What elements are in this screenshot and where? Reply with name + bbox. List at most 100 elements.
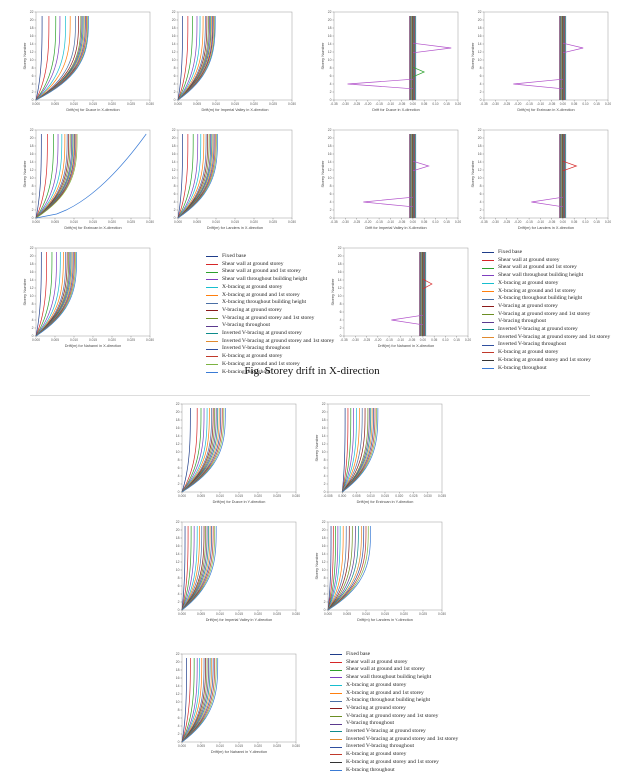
x-tick-label: 0.015 bbox=[235, 494, 243, 498]
legend-entry: K-bracing throughout bbox=[482, 365, 610, 373]
plot-area: 0.000 0.005 0.010 0.015 0.020 0.025 0.030 0 2 4 6 8… bbox=[22, 246, 154, 348]
series-line bbox=[181, 658, 216, 743]
y-tick-label: 8 bbox=[480, 184, 482, 188]
y-tick-label: 22 bbox=[338, 246, 342, 250]
series-line bbox=[35, 252, 72, 337]
y-tick-label: 10 bbox=[338, 294, 342, 298]
legend-swatch bbox=[330, 754, 342, 756]
x-tick-label: 0.20 bbox=[455, 102, 461, 106]
y-tick-label: 22 bbox=[172, 10, 176, 14]
y-tick-label: 0 bbox=[174, 98, 176, 102]
x-tick-label: 0.010 bbox=[212, 220, 220, 224]
y-tick-label: 6 bbox=[178, 466, 180, 470]
y-tick-label: 10 bbox=[30, 58, 34, 62]
series-line bbox=[35, 16, 43, 101]
series-line bbox=[181, 658, 214, 743]
plot-area: 0.000 0.005 0.010 0.015 0.020 0.025 0.030 0 2 4 6 8… bbox=[176, 652, 300, 754]
y-tick-label: 4 bbox=[480, 82, 482, 86]
legend-swatch bbox=[330, 677, 342, 679]
series-line bbox=[35, 16, 79, 101]
legend-entry: Shear wall throughout building height bbox=[330, 674, 458, 682]
y-tick-label: 22 bbox=[30, 10, 34, 14]
series-line bbox=[181, 658, 205, 743]
x-tick-label: 0.010 bbox=[216, 744, 224, 748]
x-tick-label: 0.10 bbox=[442, 338, 448, 342]
y-tick-label: 8 bbox=[178, 458, 180, 462]
legend-entry: Shear wall at ground and 1st storey bbox=[330, 666, 458, 674]
y-tick-label: 6 bbox=[324, 466, 326, 470]
x-tick-label: -0.15 bbox=[375, 102, 382, 106]
y-tick-label: 6 bbox=[178, 584, 180, 588]
y-tick-label: 22 bbox=[176, 402, 180, 406]
x-tick-label: 0.030 bbox=[438, 612, 446, 616]
legend-swatch bbox=[206, 356, 218, 358]
series-line bbox=[181, 658, 191, 743]
y-tick-label: 2 bbox=[178, 482, 180, 486]
series-line bbox=[177, 134, 215, 219]
legend-swatch bbox=[482, 344, 494, 346]
y-tick-label: 20 bbox=[322, 410, 326, 414]
series-line bbox=[181, 526, 208, 611]
plot-frame bbox=[181, 521, 297, 611]
x-tick-label: 0.00 bbox=[410, 220, 416, 224]
y-tick-label: 16 bbox=[176, 426, 180, 430]
x-axis-label: Drift(m) for Landers in X-direction bbox=[518, 226, 574, 230]
x-tick-label: -0.20 bbox=[514, 220, 521, 224]
legend-label: V-bracing throughout bbox=[346, 720, 395, 727]
series-line bbox=[177, 134, 214, 219]
series-line bbox=[35, 134, 73, 219]
legend-x-direction: Fixed base Shear wall at ground storey She… bbox=[206, 253, 334, 376]
plot-frame bbox=[327, 403, 443, 493]
series-line bbox=[327, 526, 339, 611]
x-tick-label: 0.035 bbox=[438, 494, 446, 498]
legend-entry: K-bracing throughout bbox=[206, 369, 334, 377]
x-tick-label: -0.15 bbox=[525, 102, 532, 106]
x-tick-label: -0.20 bbox=[364, 220, 371, 224]
x-tick-label: 0.000 bbox=[174, 220, 182, 224]
series-line bbox=[177, 16, 183, 101]
series-line bbox=[35, 134, 66, 219]
legend-label: K-bracing throughout bbox=[498, 364, 547, 371]
y-tick-label: 10 bbox=[172, 176, 176, 180]
legend-label: Shear wall at ground and 1st storey bbox=[346, 666, 425, 673]
y-tick-label: 12 bbox=[328, 50, 332, 54]
x-tick-label: 0.030 bbox=[288, 102, 296, 106]
legend-entry: X-bracing at ground and 1st storey bbox=[206, 292, 334, 300]
y-tick-label: 6 bbox=[330, 74, 332, 78]
series-line bbox=[327, 526, 341, 611]
series-line bbox=[35, 16, 71, 101]
x-tick-label: 0.20 bbox=[455, 220, 461, 224]
x-tick-label: -0.05 bbox=[548, 220, 555, 224]
x-axis-label: Drift(m) for Erzincan in Y-direction bbox=[357, 500, 414, 504]
y-tick-label: 20 bbox=[172, 136, 176, 140]
x-tick-label: -0.25 bbox=[503, 220, 510, 224]
y-tick-label: 20 bbox=[328, 18, 332, 22]
x-tick-label: -0.30 bbox=[492, 102, 499, 106]
y-tick-label: 14 bbox=[172, 160, 176, 164]
y-tick-label: 14 bbox=[322, 552, 326, 556]
x-tick-label: 0.025 bbox=[273, 494, 281, 498]
y-axis-label: Storey Number bbox=[470, 160, 475, 188]
legend-entry: Inverted V-bracing throughout bbox=[330, 743, 458, 751]
x-tick-label: 0.005 bbox=[353, 494, 361, 498]
series-line bbox=[342, 407, 379, 493]
y-tick-label: 10 bbox=[176, 700, 180, 704]
legend-swatch bbox=[330, 746, 342, 748]
series-line bbox=[181, 526, 200, 611]
y-tick-label: 0 bbox=[324, 490, 326, 494]
x-axis-label: Drift(m) for Erzincan in X-direction bbox=[517, 108, 574, 112]
y-tick-label: 4 bbox=[32, 318, 34, 322]
legend-label: Shear wall at ground and 1st storey bbox=[222, 268, 301, 275]
y-tick-label: 20 bbox=[478, 18, 482, 22]
series-line bbox=[177, 134, 207, 219]
x-tick-label: 0.20 bbox=[605, 220, 611, 224]
legend-entry: Inverted V-bracing throughout bbox=[206, 345, 334, 353]
legend-label: X-bracing at ground storey bbox=[222, 283, 283, 290]
y-tick-label: 6 bbox=[330, 192, 332, 196]
series-line bbox=[35, 252, 53, 337]
y-tick-label: 16 bbox=[478, 34, 482, 38]
legend-label: V-bracing at ground storey bbox=[346, 704, 406, 711]
x-tick-label: 0.025 bbox=[127, 338, 135, 342]
series-line bbox=[181, 658, 200, 743]
y-tick-label: 20 bbox=[30, 254, 34, 258]
